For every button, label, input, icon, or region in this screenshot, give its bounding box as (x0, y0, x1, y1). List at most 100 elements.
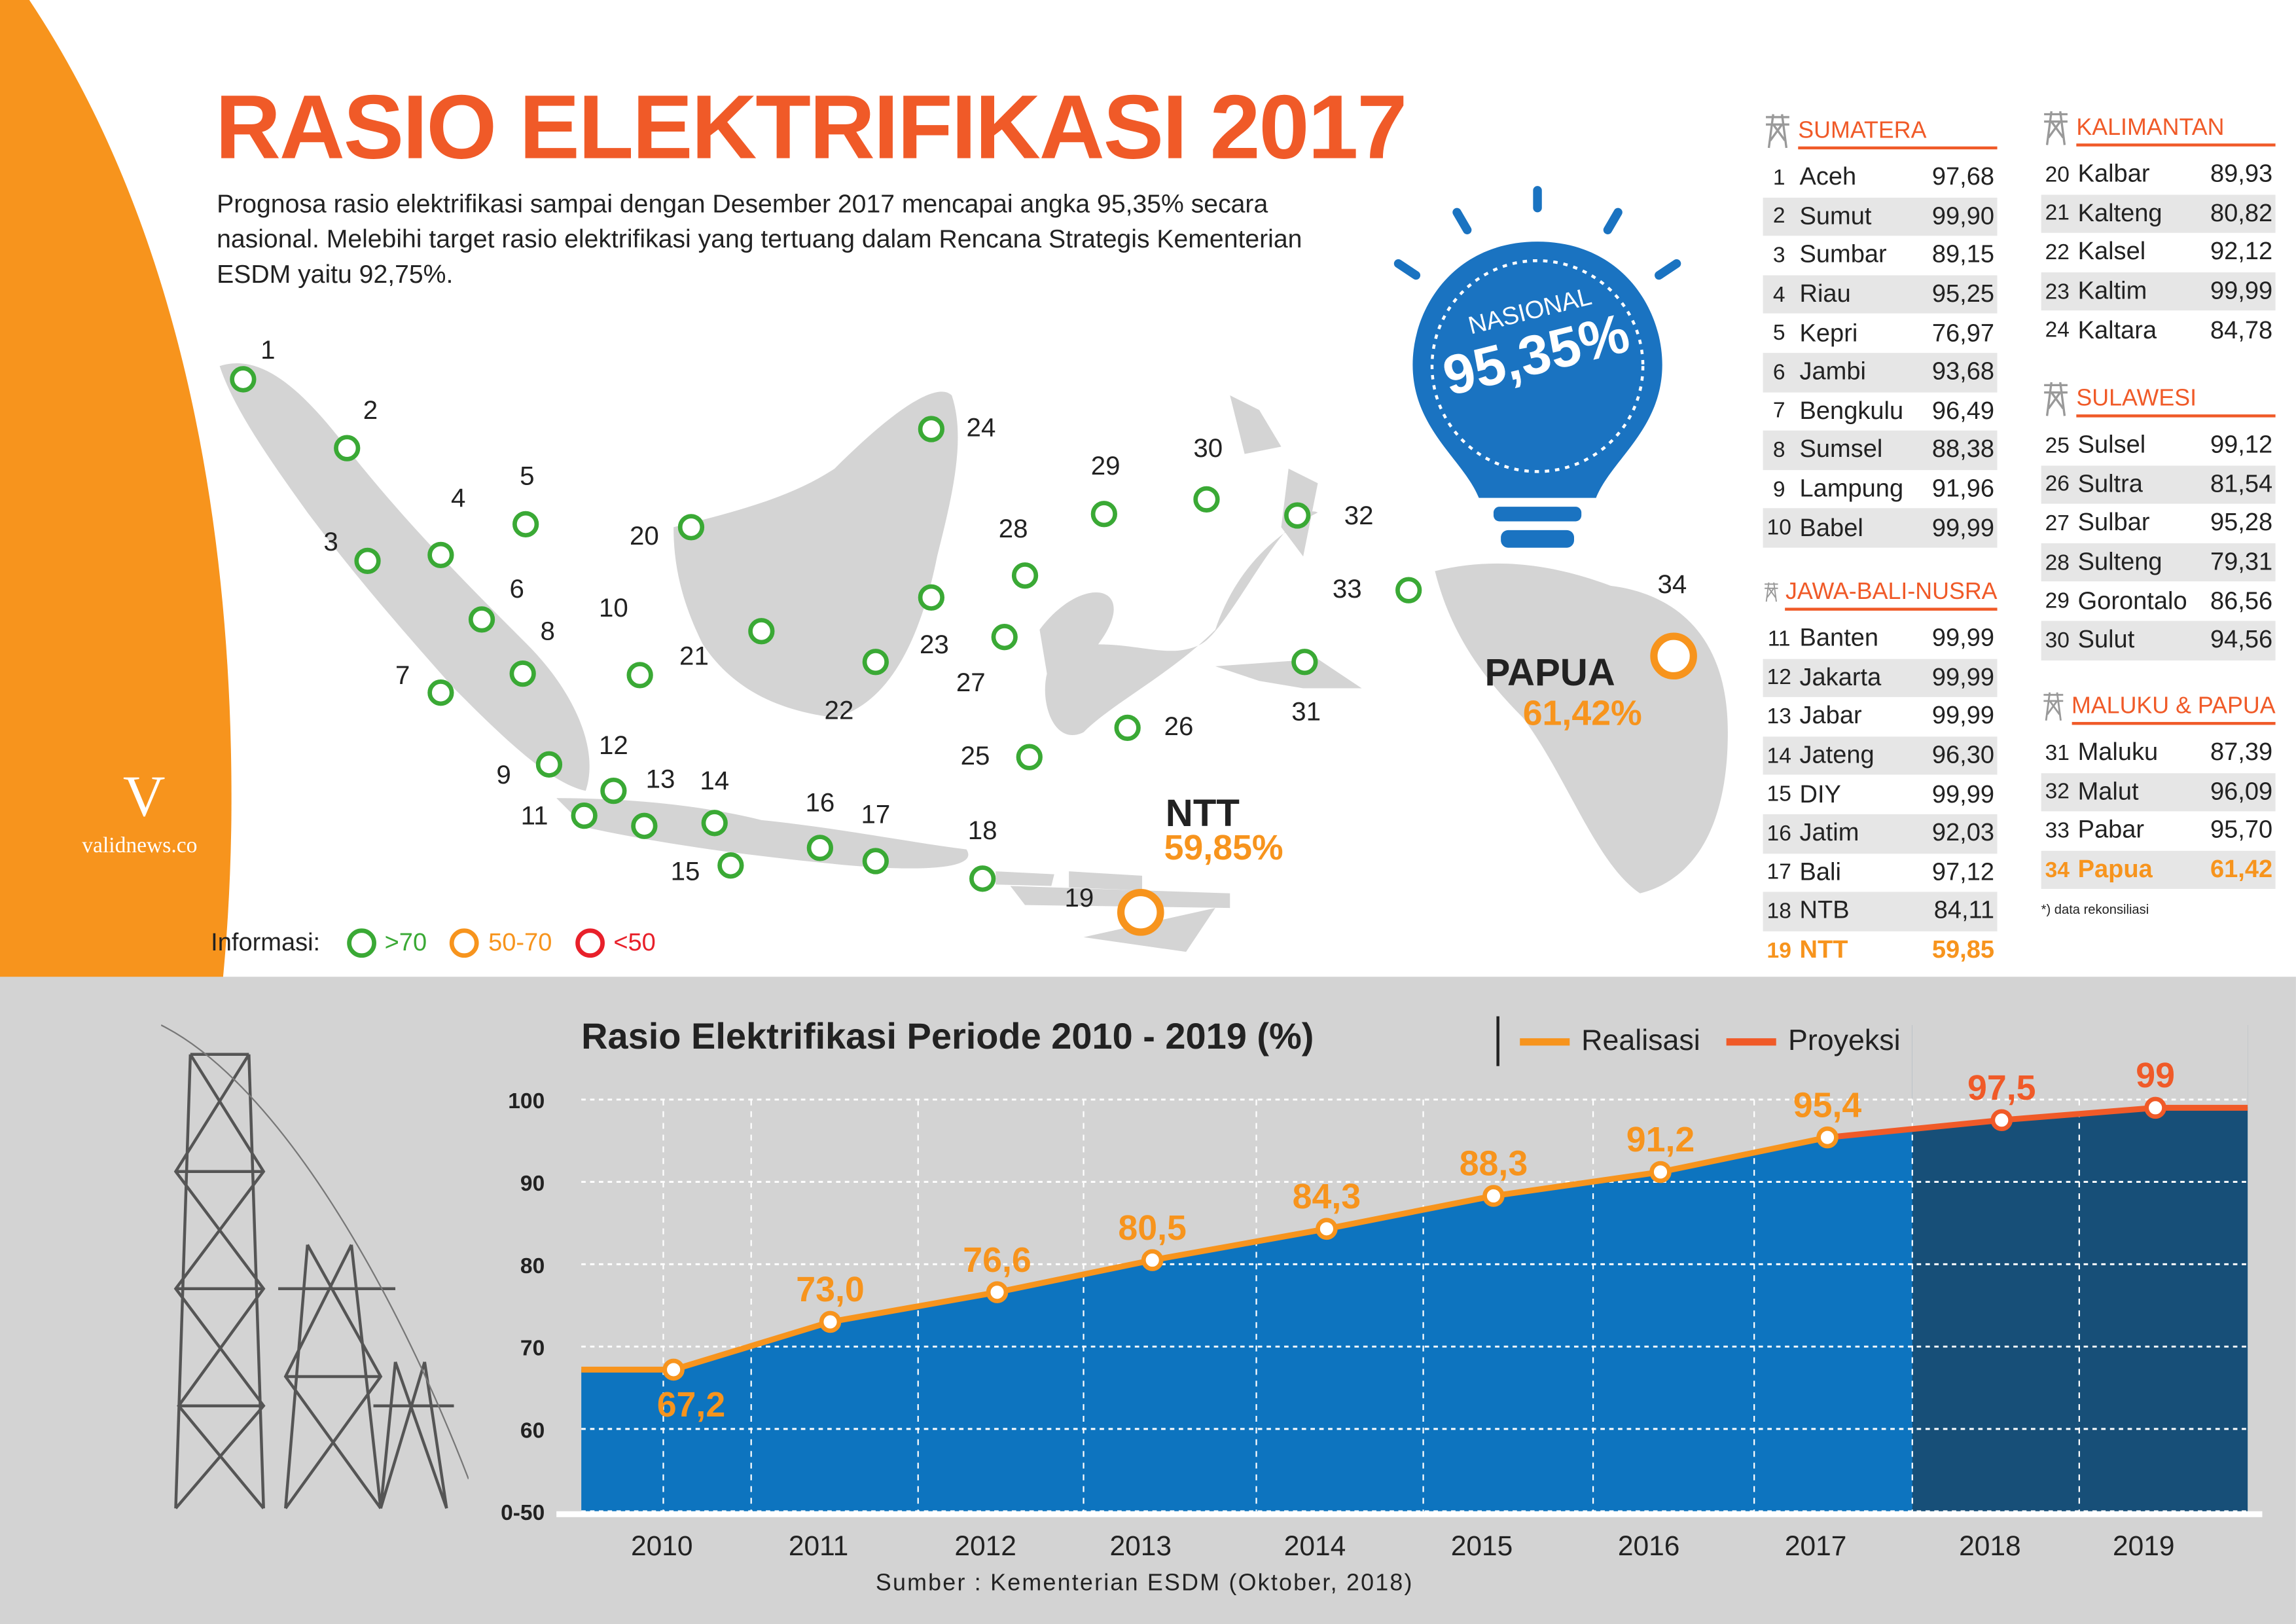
map-marker-label: 10 (599, 593, 628, 623)
region-title: MALUKU & PAPUA (2071, 694, 2276, 725)
map-marker-label: 19 (1064, 883, 1094, 912)
data-point (819, 1310, 842, 1333)
data-label: 76,6 (963, 1240, 1031, 1280)
map-marker-label: 18 (967, 816, 997, 845)
map-marker-1[interactable] (230, 366, 257, 393)
map-marker-33[interactable] (1395, 577, 1422, 604)
region-table-sulawesi: SULAWESI 25 Sulsel 99,12 26 Sultra 81,54 27 Sulb… (2041, 382, 2276, 660)
row-number: 26 (2045, 472, 2070, 497)
tower-icon (2044, 111, 2068, 145)
row-number: 32 (2045, 780, 2070, 805)
map-marker-28[interactable] (1011, 562, 1039, 589)
table-row: 15 DIY 99,99 (1763, 775, 1998, 814)
map-marker-9[interactable] (535, 751, 563, 778)
map-marker-32[interactable] (1284, 502, 1311, 529)
map-marker-6[interactable] (468, 606, 495, 633)
map-marker-label: 33 (1332, 573, 1362, 604)
table-row: 19 NTT 59,85 (1763, 931, 1998, 969)
map-marker-label: 22 (824, 695, 854, 725)
map-marker-20[interactable] (677, 514, 705, 541)
table-row: 32 Malut 96,09 (2041, 772, 2276, 812)
map-marker-14[interactable] (701, 810, 728, 837)
region-header: KALIMANTAN (2041, 111, 2276, 147)
province-value: 59,85 (1931, 935, 1995, 964)
row-number: 2 (1772, 204, 1785, 229)
chart-title: Rasio Elektrifikasi Periode 2010 - 2019 … (581, 1016, 1314, 1058)
province-name: DIY (1799, 780, 1841, 808)
map-marker-22[interactable] (862, 649, 889, 676)
table-row: 34 Papua 61,42 (2041, 850, 2276, 890)
legend-red-circle-icon (575, 928, 605, 958)
province-value: 97,12 (1931, 857, 1995, 886)
province-value: 79,31 (2210, 547, 2273, 576)
map-marker-8[interactable] (509, 660, 536, 687)
map-marker-29[interactable] (1090, 501, 1117, 528)
row-number: 17 (1767, 860, 1791, 886)
province-name: Sumbar (1799, 240, 1887, 269)
map-marker-11[interactable] (571, 802, 598, 829)
map-marker-15[interactable] (717, 852, 744, 879)
region-table-kalimantan: KALIMANTAN 20 Kalbar 89,93 21 Kalteng 80,82 22 K… (2041, 111, 2276, 350)
province-name: Jateng (1799, 741, 1874, 769)
province-value: 99,99 (1931, 780, 1995, 808)
map-marker-27[interactable] (991, 624, 1018, 651)
map-marker-16[interactable] (806, 835, 833, 861)
row-number: 11 (1767, 626, 1791, 652)
row-number: 19 (1767, 938, 1791, 964)
region-title: KALIMANTAN (2076, 116, 2276, 147)
map-marker-34[interactable] (1650, 632, 1697, 680)
row-number: 5 (1772, 321, 1785, 346)
map-marker-17[interactable] (862, 848, 889, 875)
province-value: 99,12 (2210, 431, 2273, 459)
map-marker-21[interactable] (748, 618, 775, 645)
table-row: 13 Jabar 99,99 (1763, 697, 1998, 736)
brand-name: validnews.co (82, 835, 198, 858)
map-marker-3[interactable] (354, 547, 381, 574)
map-marker-7[interactable] (427, 679, 454, 706)
map-marker-26[interactable] (1114, 714, 1141, 742)
map-marker-13[interactable] (631, 812, 658, 839)
legend-orange-text: 50-70 (488, 928, 552, 956)
row-number: 24 (2045, 317, 2070, 343)
row-number: 15 (1767, 782, 1791, 808)
legend-proyeksi-swatch (1727, 1038, 1777, 1045)
transmission-tower-illustration (161, 1024, 469, 1509)
map-marker-30[interactable] (1193, 486, 1220, 513)
map-marker-25[interactable] (1016, 744, 1043, 770)
map-marker-2[interactable] (334, 435, 361, 461)
map-marker-23[interactable] (918, 584, 944, 611)
map-marker-label: 5 (520, 461, 535, 491)
province-name: Kepri (1799, 318, 1858, 347)
map-marker-label: 1 (260, 335, 276, 365)
table-row: 31 Maluku 87,39 (2041, 734, 2276, 772)
province-name: Sulsel (2077, 431, 2146, 459)
line-proyeksi (1827, 1104, 2248, 1141)
map-marker-label: 24 (966, 412, 996, 442)
province-value: 88,38 (1931, 435, 1995, 463)
map-marker-12[interactable] (600, 777, 627, 804)
province-value: 86,56 (2210, 586, 2273, 615)
map-marker-31[interactable] (1291, 649, 1318, 676)
map-marker-label: 8 (540, 616, 555, 646)
table-row: 1 Aceh 97,68 (1763, 158, 1998, 197)
map-marker-10[interactable] (626, 662, 653, 689)
tower-icon (1765, 582, 1778, 602)
row-number: 6 (1772, 359, 1785, 385)
province-name: Jakarta (1799, 663, 1882, 691)
map-marker-18[interactable] (969, 865, 996, 892)
map-marker-24[interactable] (918, 416, 944, 442)
map-marker-label: 31 (1291, 696, 1321, 727)
table-row: 7 Bengkulu 96,49 (1763, 392, 1998, 431)
map-marker-19[interactable] (1117, 888, 1164, 936)
row-number: 18 (1767, 899, 1791, 924)
table-row: 2 Sumut 99,90 (1763, 197, 1998, 236)
table-row: 10 Babel 99,99 (1763, 509, 1998, 548)
data-point (1649, 1161, 1672, 1183)
table-row: 8 Sumsel 88,38 (1763, 431, 1998, 470)
map-marker-label: 23 (919, 629, 949, 659)
map-marker-4[interactable] (427, 541, 454, 569)
table-row: 12 Jakarta 99,99 (1763, 658, 1998, 698)
x-tick-label: 2016 (1618, 1531, 1680, 1562)
province-name: NTB (1799, 897, 1850, 925)
map-marker-5[interactable] (512, 511, 539, 538)
